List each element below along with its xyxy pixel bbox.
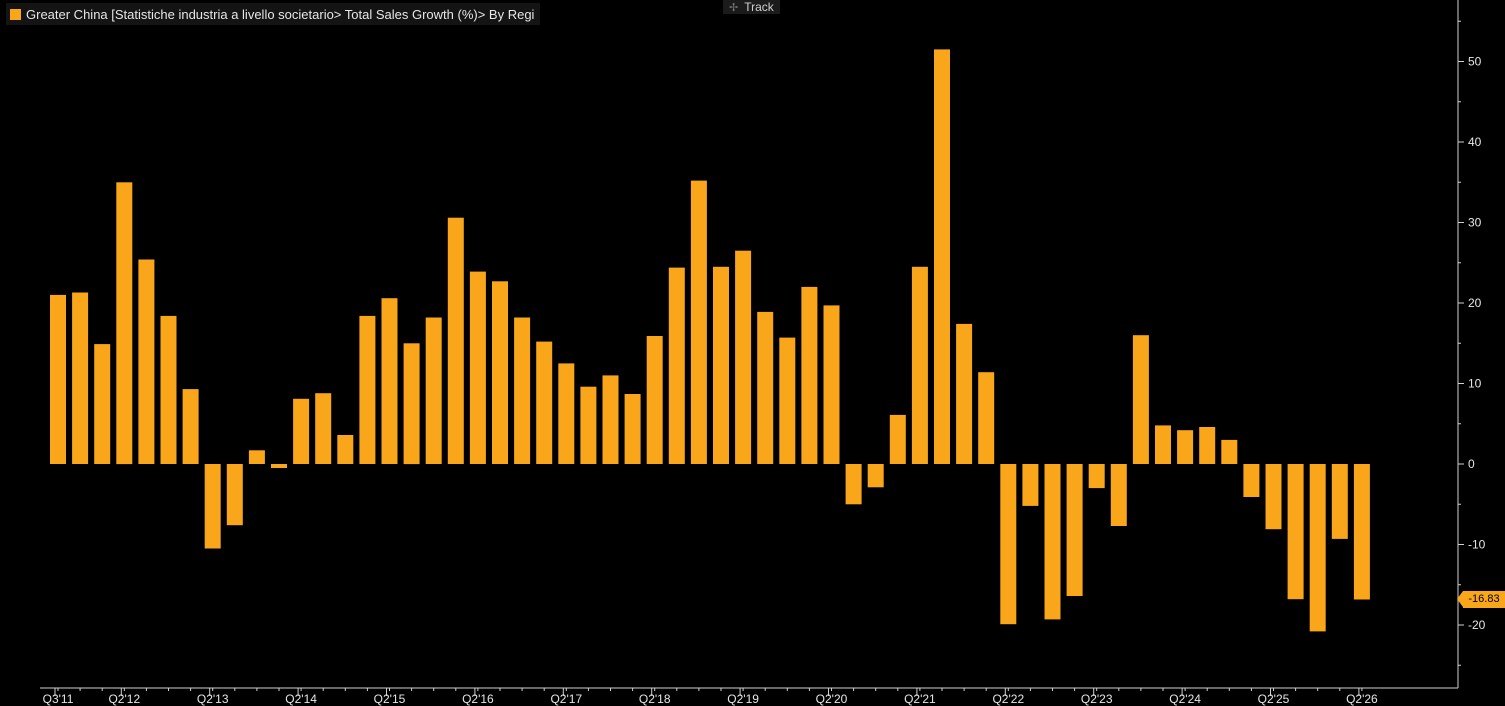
x-tick-label: Q3'11: [43, 692, 74, 706]
y-tick-label: 50: [1468, 55, 1482, 69]
bar: [72, 292, 89, 464]
bar: [978, 372, 995, 464]
bar: [779, 337, 796, 464]
bar: [801, 286, 818, 464]
bar: [381, 298, 398, 464]
last-value-badge: -16.83: [1457, 591, 1505, 608]
x-tick-label: Q2'18: [639, 692, 671, 706]
bar: [1265, 464, 1282, 530]
bar: [226, 464, 243, 526]
y-tick-label: 0: [1468, 457, 1475, 471]
bar: [1155, 425, 1171, 464]
bar: [956, 323, 973, 464]
legend-swatch: [10, 8, 21, 20]
legend: Greater China [Statistiche industria a l…: [6, 3, 541, 25]
y-tick-label: 20: [1468, 296, 1482, 310]
x-tick-label: Q2'20: [816, 692, 848, 706]
bar: [1243, 464, 1260, 497]
legend-label: Greater China [Statistiche industria a l…: [26, 6, 535, 22]
bar: [116, 182, 133, 465]
x-tick-label: Q2'16: [462, 692, 494, 706]
bar: [1044, 464, 1061, 620]
bar: [845, 464, 862, 505]
bar: [911, 266, 928, 464]
bar: [1066, 464, 1083, 596]
x-tick-label: Q2'24: [1169, 692, 1201, 706]
bar: [1199, 427, 1216, 464]
x-tick-label: Q2'13: [197, 692, 229, 706]
track-button[interactable]: ✢ Track: [723, 0, 780, 14]
bar: [160, 315, 177, 464]
y-axis: -20 -10 0 10 20 30 40 50: [1457, 0, 1486, 688]
crosshair-icon: ✢: [729, 1, 739, 14]
bar: [1287, 464, 1304, 600]
bar: [1132, 335, 1149, 464]
bar: [94, 344, 111, 464]
bar-series: [50, 49, 1370, 632]
bar: [646, 336, 663, 464]
bar: [536, 341, 553, 464]
bar: [425, 317, 442, 464]
bar: [1022, 464, 1039, 506]
bar: [757, 311, 774, 464]
x-tick-label: Q2'22: [992, 692, 1024, 706]
x-tick-label: Q2'26: [1346, 692, 1378, 706]
y-tick-label: 30: [1468, 216, 1482, 230]
bar: [867, 464, 884, 488]
bar: [1309, 464, 1326, 632]
x-tick-label: Q2'21: [904, 692, 936, 706]
bar: [889, 414, 906, 464]
bar: [823, 305, 840, 464]
bar: [1110, 464, 1127, 526]
bar: [1088, 464, 1105, 489]
x-axis: Q3'11 Q2'12 Q2'13 Q2'14 Q2'15 Q2'16 Q2'17 Q2'18…: [40, 687, 1458, 706]
x-tick-label: Q2'23: [1081, 692, 1113, 706]
x-tick-label: Q2'15: [374, 692, 406, 706]
bar: [50, 294, 66, 464]
bar: [248, 450, 265, 464]
bar: [934, 49, 950, 465]
y-tick-label: 40: [1468, 135, 1482, 149]
bar: [668, 267, 685, 464]
bar: [447, 217, 464, 464]
bar: [1331, 464, 1348, 539]
x-tick-label: Q2'12: [108, 692, 140, 706]
y-tick-label: -20: [1468, 618, 1486, 632]
bar: [469, 271, 486, 464]
bar: [580, 386, 597, 464]
bar: [558, 363, 575, 464]
bar: [359, 315, 376, 464]
bar: [492, 281, 508, 464]
x-tick-label: Q2'17: [550, 692, 582, 706]
bar: [337, 435, 354, 464]
x-tick-label: Q2'25: [1258, 692, 1290, 706]
bar: [1221, 439, 1238, 464]
bar: [1177, 430, 1194, 464]
bar: [315, 393, 332, 464]
bar: [690, 180, 707, 464]
bar: [403, 343, 420, 465]
x-tick-label: Q2'19: [727, 692, 759, 706]
bar: [713, 266, 729, 464]
bar: [204, 464, 221, 549]
bar: [602, 375, 619, 464]
y-tick-label: -10: [1468, 538, 1486, 552]
bar: [293, 398, 310, 464]
bar: [735, 250, 752, 464]
bar: [624, 394, 641, 464]
bar: [1353, 464, 1370, 600]
bar: [514, 317, 531, 464]
bar: [138, 259, 155, 464]
x-tick-label: Q2'14: [285, 692, 317, 706]
track-label: Track: [744, 0, 774, 14]
bar: [271, 464, 287, 468]
bar: [182, 389, 199, 464]
y-tick-label: 10: [1468, 377, 1482, 391]
bar: [1000, 464, 1017, 625]
